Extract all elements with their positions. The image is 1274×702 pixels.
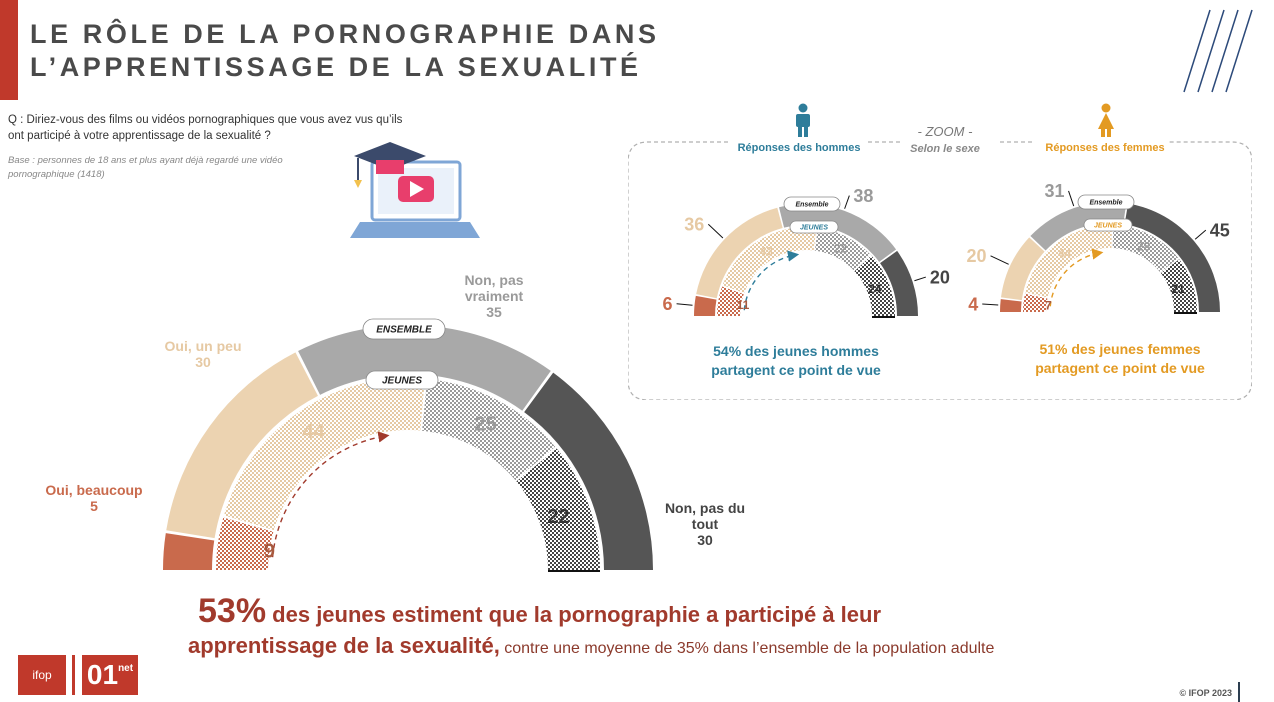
main-outer-arc-pasvraiment (298, 325, 551, 411)
laptop-graduation-icon (350, 142, 480, 238)
men-leader-beaucoup (676, 303, 693, 306)
main-outer-arc-unpeu (166, 352, 318, 539)
men-outer-arc-pasvraiment (779, 204, 897, 262)
main-inner-arc-unpeu (223, 378, 425, 531)
main-inner-series-label: JEUNES (382, 376, 422, 387)
women-inner-arc-unpeu (1025, 225, 1113, 298)
logo-divider (72, 655, 75, 695)
main-outer-series-label-badge (362, 318, 446, 340)
conclusion-text: 53% des jeunes estiment que la pornograp… (188, 592, 995, 658)
women-inner-series-label-badge (1083, 218, 1133, 232)
men-inner-arc-pasdutout (854, 255, 895, 316)
women-outer-arc-pasvraiment (1030, 202, 1127, 251)
men-leader-pasvraiment (844, 195, 850, 209)
main-outer-series-label: ENSEMBLE (376, 325, 432, 336)
01net-logo: 01 net (82, 655, 138, 695)
main-label-pasdutout: Non, pas du tout 30 (664, 500, 746, 548)
men-inner-value-pasvraiment: 22 (834, 241, 848, 255)
main-label-pasvraiment: Non, pas vraiment 35 (464, 272, 524, 320)
men-outer-series-label-badge (783, 196, 841, 212)
men-inner-value-unpeu: 43 (760, 244, 774, 258)
men-header: Réponses des hommes (737, 142, 861, 154)
copyright: © IFOP 2023 (1179, 688, 1233, 698)
main-outer-arc-beaucoup (163, 533, 215, 570)
women-trend-arrow (1049, 248, 1104, 307)
main-inner-value-unpeu: 44 (302, 421, 325, 443)
women-outer-series-label: Ensemble (1089, 199, 1122, 206)
survey-question: Q : Diriez-vous des films ou vidéos porn… (8, 114, 403, 142)
women-outer-arc-unpeu (1000, 237, 1045, 301)
women-outer-value-pasvraiment: 31 (1045, 181, 1065, 201)
women-inner-arc-pasdutout (1160, 259, 1197, 312)
women-inner-value-unpeu: 44 (1058, 247, 1072, 261)
women-leader-pasvraiment (1068, 190, 1075, 207)
women-note: 51% des jeunes femmes partagent ce point… (1035, 341, 1205, 376)
zoom-label: - ZOOM - (917, 124, 973, 139)
women-inner-value-pasdutout: 21 (1171, 282, 1185, 296)
main-inner-series-label-badge (365, 370, 439, 390)
men-outer-value-beaucoup: 6 (663, 294, 673, 314)
main-outer-arc-pasdutout (524, 372, 653, 570)
decorative-lines (1183, 9, 1253, 93)
women-outer-value-unpeu: 20 (967, 246, 987, 266)
men-outer-arc-pasdutout (880, 250, 918, 316)
zoom-sublabel: Selon le sexe (910, 143, 980, 155)
men-inner-arc-pasvraiment (814, 227, 871, 271)
men-inner-arc-unpeu (722, 227, 817, 294)
women-outer-arc-beaucoup (1000, 299, 1022, 312)
women-leader-beaucoup (982, 303, 999, 306)
men-outer-arc-unpeu (696, 207, 783, 299)
women-inner-arc-pasvraiment (1112, 225, 1179, 273)
men-inner-value-pasdutout: 24 (868, 282, 882, 296)
men-outer-series-label: Ensemble (795, 201, 828, 208)
women-inner-value-pasvraiment: 28 (1137, 239, 1151, 253)
main-gauge: ENSEMBLE JEUNES 9 44 25 22 (163, 318, 653, 572)
accent-bar (0, 0, 18, 100)
women-inner-series-label: JEUNES (1094, 222, 1122, 229)
women-outer-value-beaucoup: 4 (968, 294, 978, 314)
women-outer-series-label-badge (1077, 194, 1135, 210)
men-note: 54% des jeunes hommes partagent ce point… (711, 343, 881, 378)
survey-base: Base : personnes de 18 ans et plus ayant… (8, 155, 283, 180)
women-leader-unpeu (990, 255, 1009, 265)
women-outer-value-pasdutout: 45 (1210, 220, 1230, 240)
men-outer-arc-beaucoup (694, 295, 717, 316)
men-leader-pasdutout (914, 276, 926, 282)
title-line-2: L’APPRENTISSAGE DE LA SEXUALITÉ (30, 52, 642, 82)
men-outer-value-pasdutout: 20 (930, 267, 950, 287)
women-header: Réponses des femmes (1045, 142, 1165, 154)
main-label-beaucoup: Oui, beaucoup 5 (45, 482, 143, 514)
women-leader-pasdutout (1194, 229, 1207, 240)
main-inner-arc-pasvraiment (422, 378, 556, 481)
woman-icon (1098, 103, 1114, 137)
women-gauge: Ensemble JEUNES 7 44 28 21 4 20 31 45 (967, 181, 1230, 314)
men-gauge: Ensemble JEUNES 11 43 22 24 6 36 38 20 (663, 186, 950, 318)
main-trend-arrow (271, 431, 390, 558)
main-inner-value-beaucoup: 9 (264, 540, 275, 562)
title-line-1: LE RÔLE DE LA PORNOGRAPHIE DANS (30, 19, 660, 49)
main-inner-arc-beaucoup (216, 517, 274, 570)
man-icon (796, 103, 810, 137)
women-outer-arc-pasdutout (1124, 203, 1220, 312)
zoom-panel (628, 134, 1252, 400)
men-outer-value-unpeu: 36 (684, 215, 704, 235)
women-inner-arc-beaucoup (1023, 293, 1048, 312)
main-inner-arc-pasdutout (516, 448, 600, 570)
men-inner-series-label: JEUNES (800, 224, 828, 231)
copyright-bar (1238, 682, 1240, 702)
men-inner-value-beaucoup: 11 (737, 298, 750, 312)
men-leader-unpeu (707, 223, 724, 239)
men-outer-value-pasvraiment: 38 (853, 186, 873, 206)
main-inner-value-pasdutout: 22 (547, 506, 569, 528)
women-inner-value-beaucoup: 7 (1045, 298, 1052, 312)
main-inner-value-pasvraiment: 25 (475, 413, 497, 435)
page-title: LE RÔLE DE LA PORNOGRAPHIE DANS L’APPREN… (30, 18, 660, 84)
men-trend-arrow (743, 250, 800, 311)
main-label-unpeu: Oui, un peu 30 (164, 338, 242, 370)
men-inner-arc-beaucoup (717, 286, 744, 316)
men-inner-series-label-badge (789, 220, 839, 234)
ifop-logo: ifop (18, 655, 66, 695)
conclusion-percentage: 53% (198, 592, 267, 630)
